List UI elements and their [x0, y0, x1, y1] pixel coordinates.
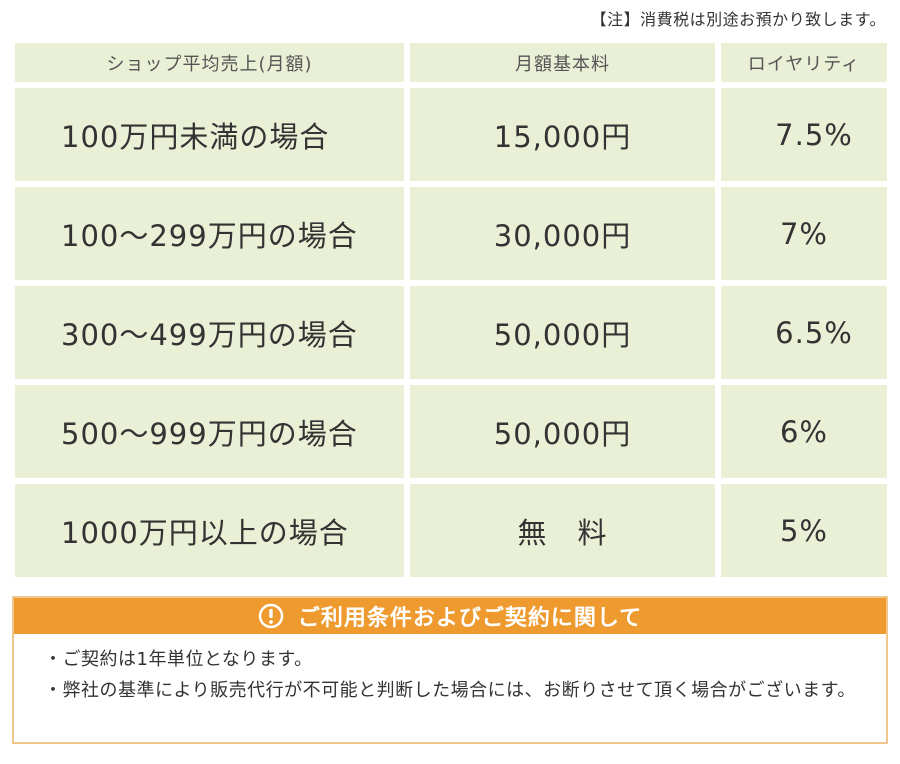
- header-royalty: ロイヤリティ: [721, 43, 887, 82]
- royalty-cell: 7%: [721, 187, 887, 280]
- table-row: 300〜499万円の場合 50,000円 6.5%: [15, 286, 887, 385]
- pricing-table: ショップ平均売上(月額) 月額基本料 ロイヤリティ 100万円未満の場合 15,…: [15, 43, 887, 583]
- monthly-fee-cell: 30,000円: [410, 187, 715, 280]
- exclamation-circle-icon: [258, 603, 284, 629]
- monthly-fee-cell: 50,000円: [410, 286, 715, 379]
- conditions-body: ・ご契約は1年単位となります。 ・弊社の基準により販売代行が不可能と判断した場合…: [14, 634, 886, 706]
- royalty-cell: 5%: [721, 484, 887, 577]
- sales-range-cell: 1000万円以上の場合: [15, 484, 404, 577]
- condition-line: ・ご契約は1年単位となります。: [44, 649, 313, 670]
- table-header-row: ショップ平均売上(月額) 月額基本料 ロイヤリティ: [15, 43, 887, 88]
- table-row: 500〜999万円の場合 50,000円 6%: [15, 385, 887, 484]
- sales-range-cell: 500〜999万円の場合: [15, 385, 404, 478]
- monthly-fee-cell: 15,000円: [410, 88, 715, 181]
- header-monthly-fee: 月額基本料: [410, 43, 715, 82]
- monthly-fee-cell: 50,000円: [410, 385, 715, 478]
- conditions-box: ご利用条件およびご契約に関して ・ご契約は1年単位となります。 ・弊社の基準によ…: [12, 596, 888, 744]
- condition-line: ・弊社の基準により販売代行が不可能と判断した場合には、お断りさせて頂く場合がござ…: [44, 680, 856, 701]
- conditions-header: ご利用条件およびご契約に関して: [14, 598, 886, 634]
- sales-range-cell: 300〜499万円の場合: [15, 286, 404, 379]
- table-row: 100〜299万円の場合 30,000円 7%: [15, 187, 887, 286]
- tax-note: 【注】消費税は別途お預かり致します。: [590, 10, 886, 29]
- sales-range-cell: 100〜299万円の場合: [15, 187, 404, 280]
- monthly-fee-cell: 無 料: [410, 484, 715, 577]
- royalty-cell: 7.5%: [721, 88, 887, 181]
- sales-range-cell: 100万円未満の場合: [15, 88, 404, 181]
- header-sales: ショップ平均売上(月額): [15, 43, 404, 82]
- table-row: 100万円未満の場合 15,000円 7.5%: [15, 88, 887, 187]
- royalty-cell: 6.5%: [721, 286, 887, 379]
- table-row: 1000万円以上の場合 無 料 5%: [15, 484, 887, 583]
- royalty-cell: 6%: [721, 385, 887, 478]
- conditions-title: ご利用条件およびご契約に関して: [297, 606, 643, 631]
